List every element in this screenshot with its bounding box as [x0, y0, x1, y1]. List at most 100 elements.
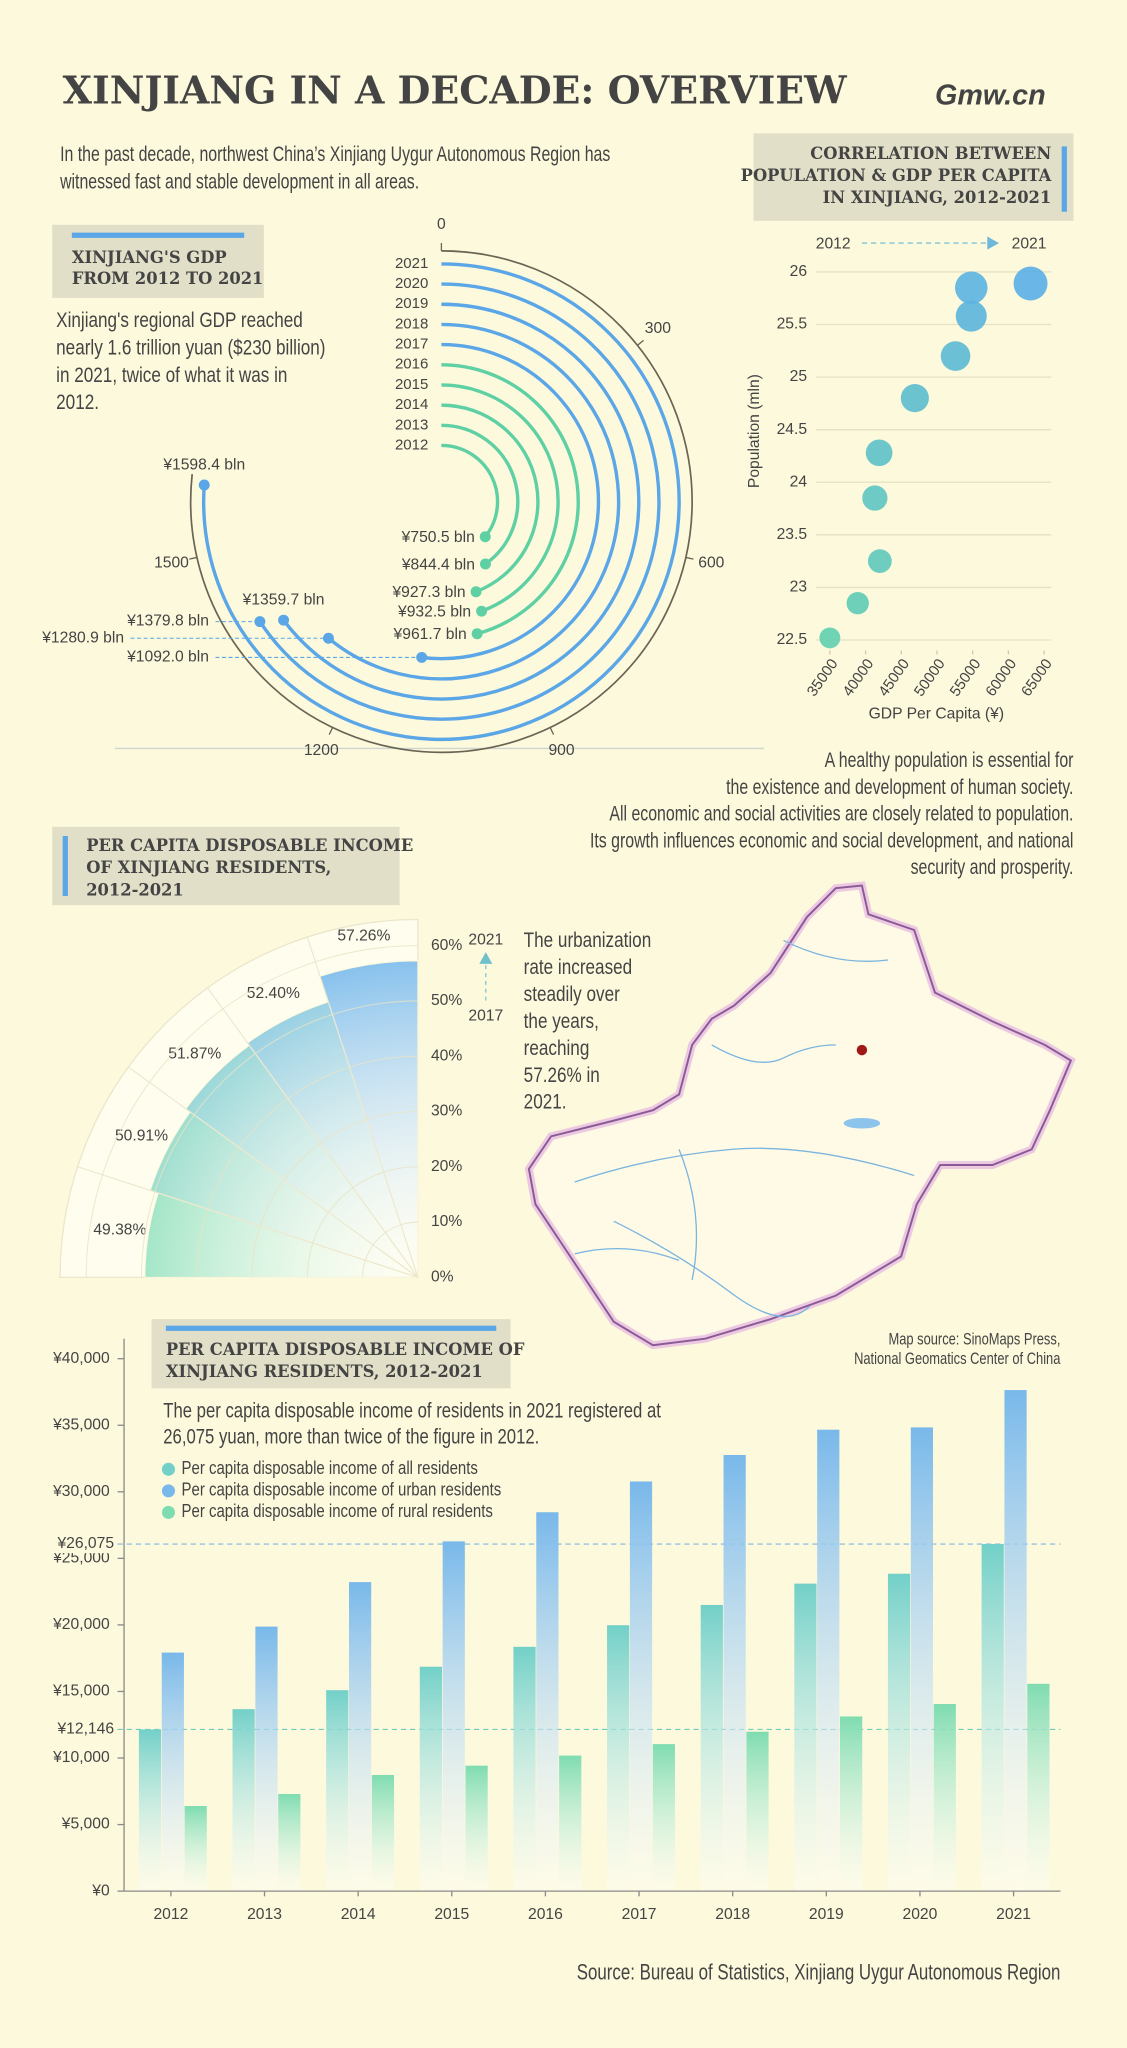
bar — [1004, 1390, 1027, 1892]
end-label: 2021 — [468, 932, 503, 949]
radial-line — [207, 987, 419, 1278]
chart-text: steadily over — [524, 984, 621, 1007]
radial-line — [128, 1066, 419, 1278]
bar — [1027, 1683, 1050, 1892]
axis-arc — [189, 250, 693, 754]
x-tick-label: 2012 — [153, 1906, 188, 1923]
end-label: 2021 — [1012, 236, 1047, 253]
grid-ring — [251, 1110, 418, 1278]
chart-text: in 2021, twice of what it was in — [56, 364, 287, 387]
bar — [817, 1429, 840, 1892]
map — [524, 881, 1076, 1350]
tick-mark — [328, 727, 334, 735]
chart-title: POPULATION & GDP PER CAPITA — [741, 166, 1052, 185]
point — [900, 384, 929, 413]
point — [955, 300, 987, 332]
bar-end-dot — [471, 628, 483, 640]
logo: Gmw.cn — [935, 79, 1046, 111]
bar — [559, 1755, 582, 1892]
value-label: ¥1280.9 bln — [41, 629, 124, 646]
bar-end-dot — [322, 632, 334, 644]
y-axis-label: Population (mln) — [746, 374, 763, 488]
legend-label: Per capita disposable income of all resi… — [182, 1458, 478, 1479]
bar — [232, 1709, 255, 1892]
bar — [513, 1646, 536, 1892]
category-label: 2016 — [395, 356, 428, 373]
y-tick-label: 22.5 — [777, 631, 808, 648]
grid-ring — [306, 1166, 418, 1278]
chart-title: PER CAPITA DISPOSABLE INCOME — [86, 836, 413, 855]
y-tick-label: 25.5 — [777, 316, 808, 333]
tick-mark — [637, 339, 644, 346]
chart-title: FROM 2012 TO 2021 — [72, 269, 264, 288]
category-label: 2013 — [395, 416, 428, 433]
bar — [419, 1666, 442, 1892]
arrow-head — [987, 236, 1000, 250]
bar-end-dot — [479, 531, 491, 543]
category-label: 2014 — [395, 396, 428, 413]
bar — [794, 1583, 817, 1892]
map-lake — [843, 1118, 881, 1129]
chart-title: 2012-2021 — [86, 880, 184, 899]
y-tick-label: 24.5 — [777, 421, 808, 438]
value-label: ¥750.5 bln — [401, 529, 475, 546]
x-tick-label: 2019 — [809, 1906, 844, 1923]
start-label: 2012 — [816, 236, 851, 253]
value-label: 57.26% — [337, 927, 390, 944]
bar — [700, 1604, 723, 1892]
bar — [465, 1765, 488, 1892]
y-tick-label: ¥35,000 — [52, 1416, 110, 1433]
bar — [442, 1541, 465, 1892]
chart-title: IN XINJIANG, 2012-2021 — [823, 188, 1052, 207]
y-tick-label: ¥25,000 — [52, 1549, 110, 1566]
grid-ring — [362, 1221, 418, 1278]
point — [819, 627, 841, 649]
bar — [138, 1729, 162, 1892]
x-tick-label: 2016 — [528, 1906, 563, 1923]
category-label: 2019 — [395, 295, 428, 312]
chart-title: PER CAPITA DISPOSABLE INCOME OF — [166, 1340, 525, 1359]
bar — [536, 1512, 559, 1892]
bar-end-dot — [278, 614, 290, 626]
category-label: 2021 — [395, 255, 428, 272]
point — [867, 549, 892, 574]
y-tick-label: 25 — [790, 368, 808, 385]
radial-bar — [441, 403, 540, 594]
grid-ring — [140, 1000, 418, 1278]
value-label: 51.87% — [168, 1045, 221, 1062]
radial-bar — [282, 302, 641, 701]
radial-line — [77, 1166, 419, 1278]
y-tick-label: ¥40,000 — [52, 1350, 110, 1367]
radial-bar — [441, 423, 520, 566]
y-tick-label: 0% — [431, 1268, 454, 1285]
legend-marker — [161, 1462, 175, 1476]
source: Source: Bureau of Statistics, Xinjiang U… — [577, 1960, 1061, 1985]
map-border — [527, 884, 1073, 1347]
point — [865, 439, 893, 467]
tick-label: 600 — [698, 554, 724, 571]
bar — [887, 1573, 911, 1892]
chart-text: 57.26% in — [524, 1064, 600, 1087]
intro-text: witnessed fast and stable development in… — [59, 169, 419, 193]
chart-subtitle: 26,075 yuan, more than twice of the figu… — [163, 1426, 539, 1449]
tick-label: 300 — [645, 320, 671, 337]
bar — [840, 1716, 863, 1892]
bar-end-dot — [254, 616, 266, 628]
x-tick-label: 2015 — [434, 1906, 469, 1923]
y-tick-label: 24 — [790, 473, 808, 490]
category-label: 2018 — [395, 315, 428, 332]
bar — [746, 1731, 769, 1892]
radial-bar — [441, 383, 560, 613]
grid-ring — [85, 945, 418, 1278]
y-tick-label: 60% — [431, 937, 462, 954]
legend-label: Per capita disposable income of urban re… — [182, 1479, 502, 1500]
chart-subtitle: The per capita disposable income of resi… — [163, 1400, 661, 1423]
chart-title: OF XINJIANG RESIDENTS, — [86, 858, 331, 877]
radial-bar — [441, 363, 580, 636]
y-tick-label: 23 — [790, 579, 808, 596]
y-tick-label: 23.5 — [777, 526, 808, 543]
category-label: 2020 — [395, 275, 428, 292]
y-tick-label: ¥15,000 — [52, 1683, 110, 1700]
radial-line — [306, 936, 419, 1278]
